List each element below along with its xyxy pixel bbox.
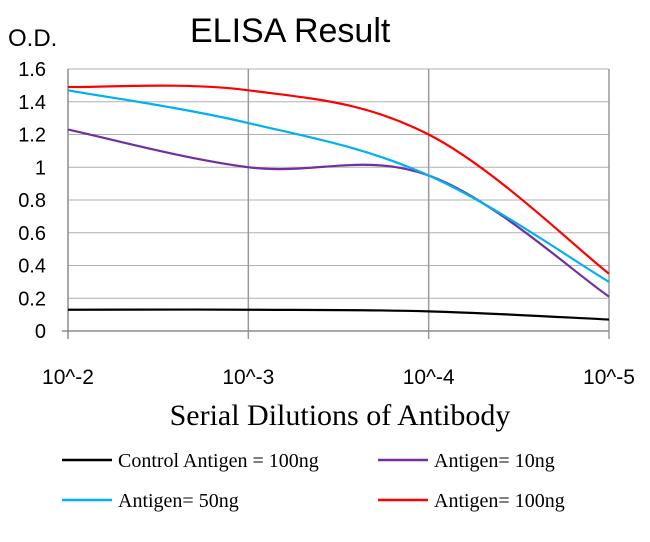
x-tick-label: 10^-4 bbox=[403, 366, 455, 389]
x-tick-label: 10^-2 bbox=[42, 366, 94, 389]
series-line-antigen-100ng bbox=[67, 84, 610, 275]
legend-entry-label: Antigen= 10ng bbox=[434, 450, 555, 472]
y-tick-label: 1.4 bbox=[18, 92, 46, 114]
y-axis-label: O.D. bbox=[8, 25, 57, 52]
gridlines bbox=[68, 68, 610, 339]
y-tick-label: 1.6 bbox=[18, 59, 46, 81]
legend-entry-label: Control Antigen = 100ng bbox=[118, 450, 319, 472]
data-series bbox=[67, 84, 610, 321]
legend-entry-label: Antigen= 100ng bbox=[434, 490, 565, 512]
y-tick-label: 0.2 bbox=[18, 288, 46, 310]
series-line-control-antigen-100ng bbox=[67, 308, 610, 321]
x-axis-label: Serial Dilutions of Antibody bbox=[170, 399, 511, 432]
chart-title: ELISA Result bbox=[190, 12, 391, 50]
legend-entry-label: Antigen= 50ng bbox=[118, 490, 239, 512]
series-line-antigen-50ng bbox=[67, 89, 610, 283]
legend: Control Antigen = 100ng Antigen= 10ng Anti… bbox=[62, 450, 565, 512]
y-tick-labels: 0 0.2 0.4 0.6 0.8 1 1.2 1.4 1.6 bbox=[18, 59, 46, 343]
y-tick-label: 1.2 bbox=[18, 125, 46, 147]
x-tick-label: 10^-5 bbox=[583, 366, 635, 389]
y-tick-label: 0.6 bbox=[18, 223, 46, 245]
series-line-antigen-10ng bbox=[67, 128, 610, 298]
y-tick-label: 0 bbox=[35, 321, 46, 343]
y-tick-label: 1 bbox=[35, 157, 46, 179]
y-tick-label: 0.4 bbox=[18, 256, 46, 278]
x-tick-labels: 10^-2 10^-3 10^-4 10^-5 bbox=[42, 366, 635, 389]
y-tick-label: 0.8 bbox=[18, 190, 46, 212]
x-tick-label: 10^-3 bbox=[222, 366, 274, 389]
axes bbox=[62, 69, 609, 339]
